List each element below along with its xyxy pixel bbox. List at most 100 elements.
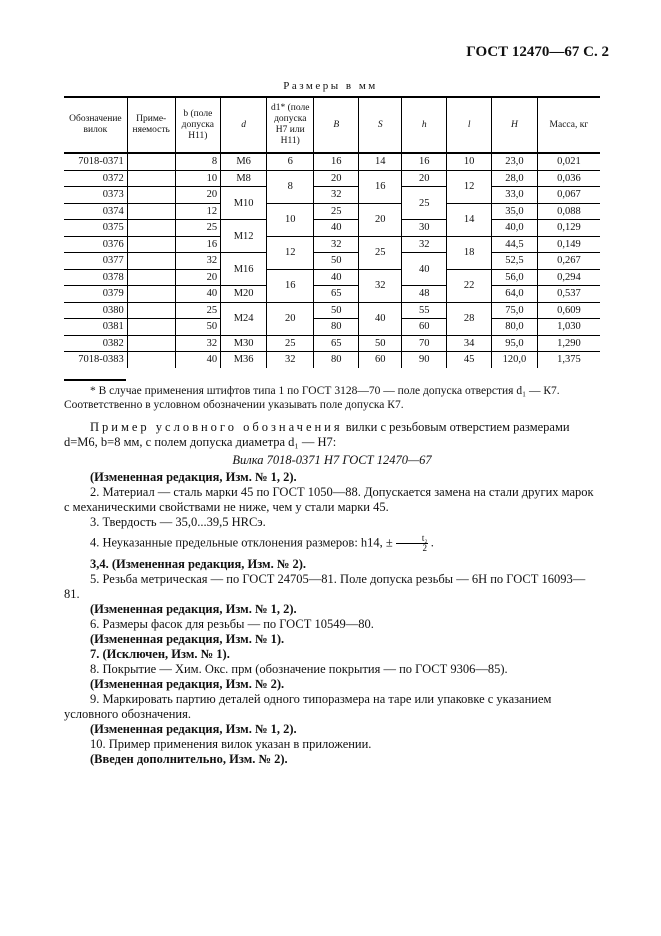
table-row: 0382 32 M30 25 65 50 70 34 95,0 1,290 [64,335,600,352]
table-cell: 56,0 [491,269,538,286]
paragraph-text: 4. Неуказанные предельные отклонения раз… [90,535,393,550]
table-cell: 28,0 [491,170,538,187]
paragraph-text: 3,4. (Измененная редакция, Изм. № 2). [90,557,307,571]
requirement-item: 2. Материал — сталь марки 45 по ГОСТ 105… [64,485,600,515]
table-cell: 25 [401,186,447,220]
units-caption: Размеры в мм [283,80,378,92]
table-cell: 33,0 [491,186,538,204]
table-cell [126,252,176,270]
amendment-note: (Измененная редакция, Изм. № 2). [64,677,600,692]
table-cell [126,236,176,253]
requirement-item: 9. Маркировать партию деталей одного тип… [64,692,600,722]
table-row: 0372 10 M8 8 20 16 20 12 28,0 0,036 [64,170,600,204]
table-cell: 50 [313,302,359,319]
table-cell: 18 [446,236,492,270]
table-cell: 50 [313,252,359,270]
table-cell [126,318,176,336]
table-cell: 32 [313,186,359,204]
table-cell: M10 [220,186,267,220]
amendment-note: 7. (Исключен, Изм. № 1). [64,647,600,662]
table-cell [126,269,176,286]
table-cell: 90 [401,351,447,368]
table-cell: 20 [358,203,402,237]
table-cell: 60 [358,351,402,368]
table-cell: 10 [174,170,221,187]
table-row: 0376 16 12 32 25 32 18 44,5 0,149 [64,236,600,270]
paragraph-text: (Измененная редакция, Изм. № 2). [90,677,285,691]
table-cell [126,203,176,220]
table-cell: 12 [446,170,492,204]
table-cell: 12 [174,203,221,220]
paragraph-text: (Измененная редакция, Изм. № 1, 2). [90,470,297,484]
table-row: 0377 32 M16 50 40 52,5 0,267 [64,252,600,286]
table-row: 0373 20 M10 32 25 33,0 0,067 [64,186,600,220]
table-cell: 25 [174,302,221,319]
table-cell: 0,021 [536,153,600,171]
table-cell: 80 [313,318,359,336]
table-cell: 10 [446,153,492,171]
table-cell: 20 [313,170,359,187]
table-cell: 70 [401,335,447,352]
table-cell: M36 [220,351,267,368]
table-cell: 32 [174,335,221,352]
fraction: t₂ 2 [395,534,428,553]
table-cell [126,302,176,319]
table-cell: 40 [174,285,221,303]
table-cell: 52,5 [491,252,538,270]
table-cell: 0381 [64,318,128,336]
paragraph-text: 10. Пример применения вилок указан в при… [90,737,372,751]
table-row: 0379 40 M20 65 48 64,0 0,537 [64,285,600,303]
table-cell: 12 [266,236,314,270]
table-cell [126,219,176,237]
table-cell: M20 [220,285,267,303]
column-header: b (поле допуска H11) [174,96,221,154]
column-header: H [491,96,538,154]
table-cell: 0374 [64,203,128,220]
table-cell: 8 [174,153,221,171]
paragraph-text: (Измененная редакция, Изм. № 1, 2). [90,722,297,736]
table-cell: 20 [174,269,221,286]
table-cell: 28 [446,302,492,336]
table-cell: 20 [401,170,447,187]
column-header: Приме-няемость [126,96,176,154]
table-cell: 16 [174,236,221,253]
table-cell: M16 [220,252,267,286]
table-cell: 80,0 [491,318,538,336]
table-cell: 16 [313,153,359,171]
table-cell: 1,375 [536,351,600,368]
dimensions-table: Обозначение вилок Приме-няемость b (поле д… [64,96,600,368]
example-paragraph: Пример условного обозначения вилки с рез… [64,420,600,450]
amendment-note: 3,4. (Измененная редакция, Изм. № 2). [64,557,600,572]
amendment-note: (Измененная редакция, Изм. № 1). [64,632,600,647]
table-cell [126,153,176,171]
table-cell [126,186,176,204]
table-cell: 0,036 [536,170,600,187]
table-cell: 20 [266,302,314,336]
table-row: 0381 50 80 60 80,0 1,030 [64,318,600,336]
table-cell: 0,129 [536,219,600,237]
table-cell: 65 [313,285,359,303]
table-cell: 0378 [64,269,128,286]
table-cell: 0375 [64,219,128,237]
column-header: d [220,96,267,154]
requirement-item: 3. Твердость — 35,0...39,5 HRCэ. [64,515,600,530]
table-cell: 22 [446,269,492,303]
amendment-note: (Измененная редакция, Изм. № 1, 2). [64,470,600,485]
table-cell: 25 [266,335,314,352]
table-cell: M24 [220,302,267,336]
amendment-note: (Введен дополнительно, Изм. № 2). [64,752,600,767]
table-cell: 14 [446,203,492,237]
paragraph-text: 7. (Исключен, Изм. № 1). [90,647,230,661]
table-cell: 0,088 [536,203,600,220]
table-cell: 48 [401,285,447,303]
table-cell: 0,609 [536,302,600,319]
table-cell: M8 [220,170,267,187]
table-cell: 40 [358,302,402,336]
table-cell: 0,537 [536,285,600,303]
table-cell: 0379 [64,285,128,303]
paragraph-text: (Измененная редакция, Изм. № 1). [90,632,285,646]
table-row: 0375 25 M12 40 30 40,0 0,129 [64,219,600,253]
table-cell: 0,067 [536,186,600,204]
paragraph-text: 3. Твердость — 35,0...39,5 HRCэ. [90,515,266,529]
table-cell: 0,149 [536,236,600,253]
